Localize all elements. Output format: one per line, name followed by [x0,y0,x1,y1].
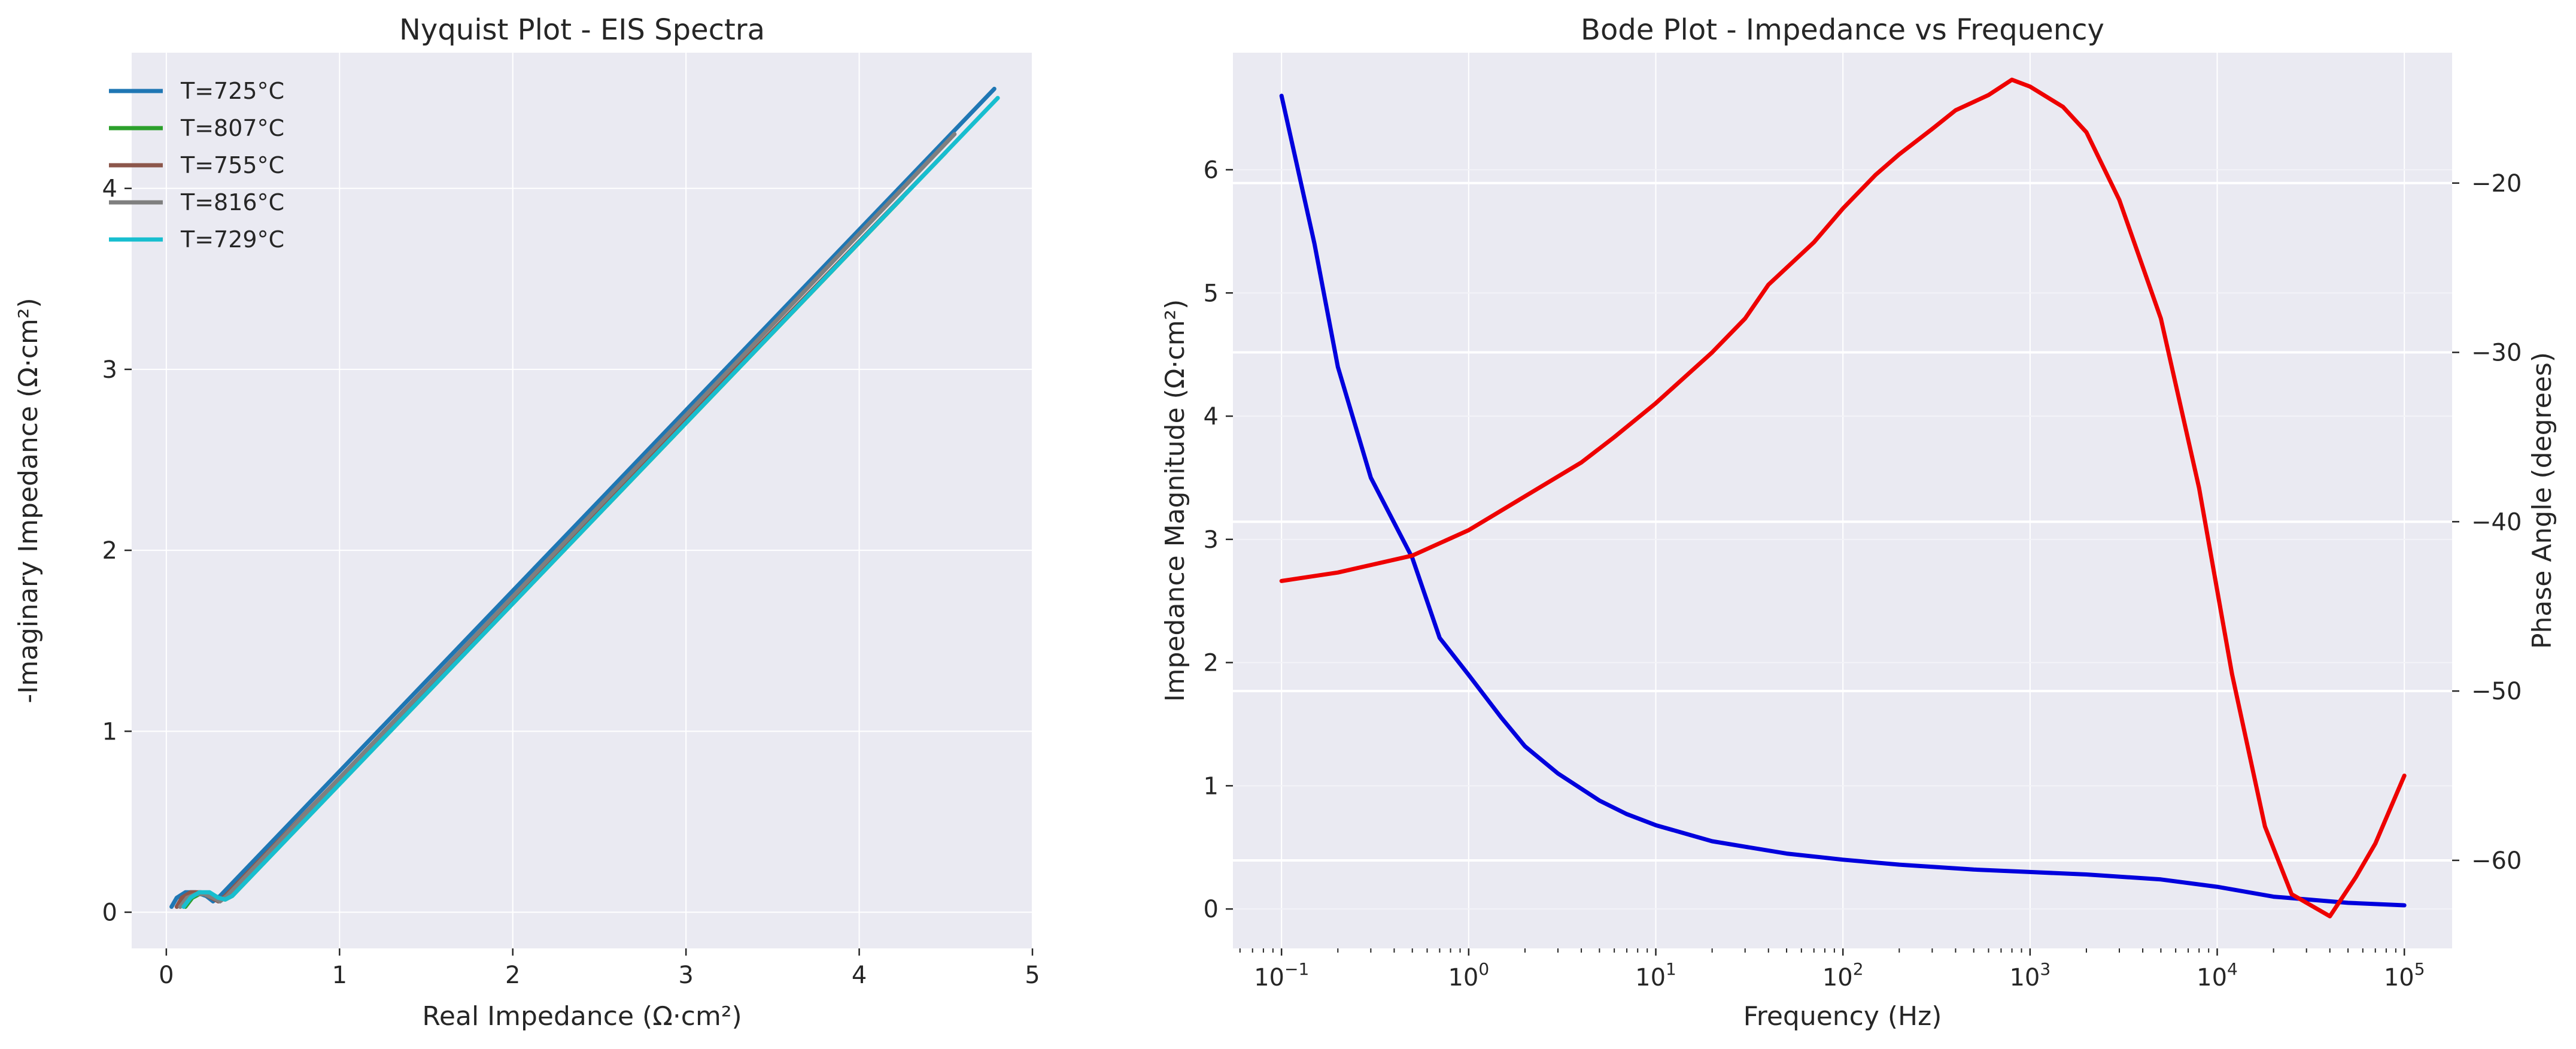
bode-y-tick-label: 5 [1204,280,1219,307]
bode-x-axis-label: Frequency (Hz) [1743,1001,1942,1032]
bode-y2-tick-label: −30 [2471,339,2522,367]
bode-series-group [1279,77,2407,918]
legend-label: T=729°C [180,226,284,253]
nyquist-series-group [169,86,1000,909]
bode-y-tick-label: 4 [1204,403,1219,430]
bode-title: Bode Plot - Impedance vs Frequency [1581,13,2104,47]
bode-y-tick-label: 0 [1204,896,1219,923]
nyquist-x-axis-label: Real Impedance (Ω·cm²) [422,1001,742,1032]
nyquist-plot-area [132,53,1032,948]
bode-y-axis-label-right: Phase Angle (degrees) [2527,352,2557,649]
bode-ticks: 10−1 100 101 102 103 104 105 0 1 2 3 4 5 6 −20 −30 −40 −5… [1204,156,2522,992]
bode-x-tick-label: 100 [1448,959,1489,992]
nyquist-y-axis-label: -Imaginary Impedance (Ω·cm²) [13,298,44,703]
bode-y-tick-label: 3 [1204,526,1219,554]
nyquist-y-tick-label: 4 [102,175,117,203]
bode-y-tick-label: 6 [1204,156,1219,184]
bode-x-tick-label: 103 [2009,959,2051,992]
nyquist-x-tick-label: 0 [159,962,174,989]
nyquist-y-tick-label: 0 [102,899,117,927]
legend-label: T=725°C [180,78,284,104]
legend-label: T=755°C [180,152,284,178]
bode-series-left [1279,93,2407,908]
bode-y-axis-label-left: Impedance Magnitude (Ω·cm²) [1160,299,1190,702]
nyquist-y-tick-label: 1 [102,718,117,745]
nyquist-legend: T=725°C T=807°C T=755°C T=816°C T=729°C [109,78,284,253]
bode-x-tick-label: 104 [2197,959,2238,992]
nyquist-y-tick-label: 2 [102,537,117,565]
nyquist-x-tick-label: 1 [332,962,347,989]
bode-series-right [1279,77,2407,918]
nyquist-grid [132,53,1033,948]
nyquist-x-tick-label: 4 [852,962,867,989]
bode-x-tick-label: 101 [1635,959,1676,992]
bode-x-tick-label: 105 [2384,959,2425,992]
bode-y2-tick-label: −50 [2471,678,2522,705]
nyquist-y-tick-label: 3 [102,356,117,384]
nyquist-series-t-729-c [181,96,1000,909]
nyquist-x-tick-label: 5 [1025,962,1040,989]
bode-y2-tick-label: −20 [2471,170,2522,198]
nyquist-ticks: 0 1 2 3 4 5 0 1 2 3 4 [102,175,1040,989]
bode-x-tick-label: 102 [1822,959,1864,992]
bode-x-tick-label: 10−1 [1254,959,1309,992]
legend-label: T=807°C [180,115,284,141]
bode-y-tick-label: 2 [1204,650,1219,677]
nyquist-title: Nyquist Plot - EIS Spectra [399,13,765,47]
nyquist-x-tick-label: 2 [505,962,520,989]
legend-label: T=816°C [180,189,284,216]
nyquist-chart: 0 1 2 3 4 5 0 1 2 3 4 Nyquist Plot - EIS Spectra R… [13,13,1040,1032]
bode-y2-tick-label: −40 [2471,508,2522,536]
bode-y-tick-label: 1 [1204,772,1219,800]
nyquist-x-tick-label: 3 [678,962,693,989]
bode-y2-tick-label: −60 [2471,847,2522,875]
bode-chart: 10−1 100 101 102 103 104 105 0 1 2 3 4 5 6 −20 −30 −40 −5… [1160,13,2557,1032]
